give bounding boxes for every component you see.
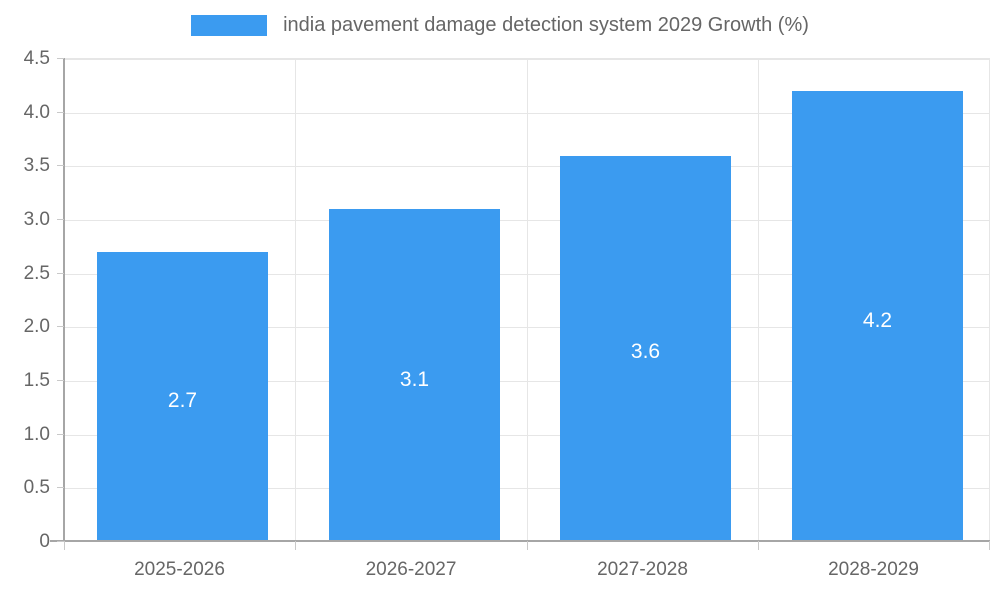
x-tick-mark [527, 541, 528, 550]
y-tick-mark [57, 380, 64, 381]
plot-area: 2.7 3.1 3.6 4.2 [64, 58, 990, 542]
y-tick-mark [57, 273, 64, 274]
y-tick-mark [57, 487, 64, 488]
y-tick-mark [57, 165, 64, 166]
bar-2027-2028[interactable] [560, 156, 731, 542]
x-tick-label: 2025-2026 [134, 559, 225, 580]
y-tick-mark [57, 58, 64, 59]
y-tick-label: 2.0 [23, 316, 50, 337]
y-tick-label: 3.5 [23, 155, 50, 176]
y-tick-label: 0 [39, 531, 50, 552]
bar-2025-2026[interactable] [97, 252, 268, 542]
legend-item-series-1[interactable]: india pavement damage detection system 2… [191, 14, 809, 36]
y-axis-line [63, 58, 65, 542]
bar-2028-2029[interactable] [792, 91, 963, 542]
y-tick-label: 4.0 [23, 102, 50, 123]
bar-value-label: 4.2 [862, 309, 893, 332]
x-tick-mark [64, 541, 65, 550]
y-tick-label: 1.0 [23, 424, 50, 445]
y-tick-label: 1.5 [23, 370, 50, 391]
legend-swatch-icon [191, 14, 268, 36]
y-tick-label: 2.5 [23, 263, 50, 284]
gridline-vertical [527, 59, 528, 542]
x-tick-mark [758, 541, 759, 550]
bar-value-label: 2.7 [167, 389, 198, 412]
y-tick-label: 3.0 [23, 209, 50, 230]
x-tick-label: 2026-2027 [365, 559, 457, 580]
gridline-vertical [758, 59, 759, 542]
y-tick-mark [57, 434, 64, 435]
x-tick-label: 2028-2029 [828, 559, 919, 580]
legend-label: india pavement damage detection system 2… [283, 14, 809, 36]
y-tick-label: 4.5 [23, 48, 50, 69]
y-tick-mark [57, 112, 64, 113]
chart-legend: india pavement damage detection system 2… [0, 0, 1000, 50]
bar-value-label: 3.1 [399, 368, 430, 391]
x-tick-mark [295, 541, 296, 550]
x-tick-label: 2027-2028 [597, 559, 688, 580]
gridline-vertical [295, 59, 296, 542]
bar-value-label: 3.6 [630, 340, 661, 363]
y-tick-mark [57, 326, 64, 327]
bar-2026-2027[interactable] [329, 209, 500, 542]
x-axis-line [50, 540, 990, 542]
y-tick-label: 0.5 [23, 477, 50, 498]
y-tick-mark [57, 541, 64, 542]
y-tick-mark [57, 219, 64, 220]
x-tick-mark [989, 541, 990, 550]
